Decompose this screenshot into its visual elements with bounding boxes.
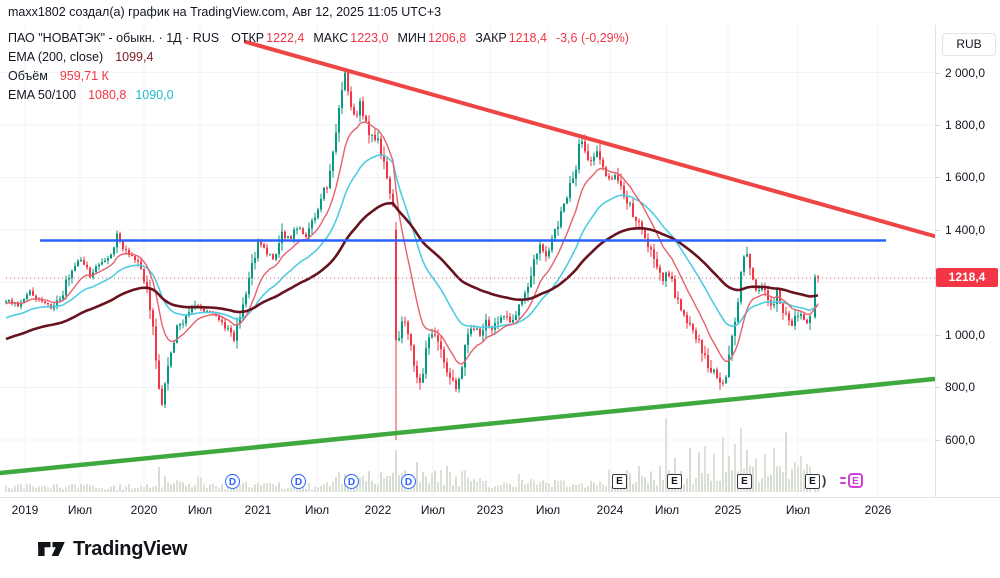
- dividend-marker[interactable]: D: [291, 474, 306, 489]
- time-axis-label: Июл: [785, 503, 811, 517]
- time-axis-label: 2025: [714, 503, 742, 517]
- tradingview-logo-icon: [38, 542, 65, 556]
- earnings-marker[interactable]: E: [612, 474, 627, 489]
- time-axis-label: 2021: [244, 503, 272, 517]
- chart-pane[interactable]: ПАО "НОВАТЭК" - обыкн. · 1Д · RUS ОТКР 122…: [0, 25, 935, 497]
- time-axis-label: Июл: [654, 503, 680, 517]
- change-value: -3,6 (-0,29%): [555, 31, 629, 45]
- legend-ema200-row: EMA (200, close) 1099,4: [8, 50, 162, 64]
- volume-value: 959,71 К: [59, 69, 109, 83]
- chart-canvas[interactable]: [0, 25, 935, 497]
- legend-symbol-row: ПАО "НОВАТЭК" - обыкн. · 1Д · RUS ОТКР 122…: [8, 31, 638, 45]
- price-axis-label: 1 400,0: [945, 222, 986, 237]
- ema100-value: 1090,0: [135, 88, 174, 102]
- earnings-marker[interactable]: E: [667, 474, 682, 489]
- time-axis-label: Июл: [304, 503, 330, 517]
- legend-ema50-100-row: EMA 50/100 1080,8 1090,0: [8, 88, 183, 102]
- ema200-label: EMA (200, close): [8, 50, 104, 64]
- upcoming-earnings-e-icon: E: [848, 473, 863, 488]
- low-label: МИН: [397, 31, 426, 45]
- price-axis-tick: [936, 439, 940, 441]
- price-axis-label: 1 600,0: [945, 170, 986, 185]
- price-axis-label: 1 000,0: [945, 327, 986, 342]
- symbol-title: ПАО "НОВАТЭК" - обыкн. · 1Д · RUS: [8, 31, 220, 45]
- close-label: ЗАКР: [475, 31, 507, 45]
- ema200-value: 1099,4: [115, 50, 154, 64]
- event-markers-layer: D D D D E E E E) E: [0, 25, 935, 497]
- low-value: 1206,8: [427, 31, 467, 45]
- price-axis[interactable]: 2 000,0 1 800,0 1 600,0 1 400,0 1 000,0 800,0…: [935, 25, 1000, 497]
- time-axis-label: 2019: [11, 503, 39, 517]
- time-axis-label: 2022: [364, 503, 392, 517]
- upcoming-earnings-marker[interactable]: E: [840, 473, 863, 488]
- time-axis-label: 2023: [476, 503, 504, 517]
- price-axis-label: 1 800,0: [945, 117, 986, 132]
- time-axis-label: Июл: [67, 503, 93, 517]
- high-label: МАКС: [313, 31, 349, 45]
- ema50-value: 1080,8: [88, 88, 127, 102]
- time-axis-label: Июл: [535, 503, 561, 517]
- price-axis-tick: [936, 177, 940, 179]
- time-axis-label: Июл: [187, 503, 213, 517]
- open-label: ОТКР: [231, 31, 265, 45]
- time-axis[interactable]: 2019 Июл 2020 Июл 2021 Июл 2022 Июл 2023 Июл 2024 И…: [0, 497, 1000, 521]
- tradingview-logo[interactable]: TradingView: [38, 538, 187, 561]
- dividend-marker[interactable]: D: [344, 474, 359, 489]
- earnings-marker[interactable]: E: [805, 474, 820, 489]
- time-axis-label: 2020: [130, 503, 158, 517]
- dividend-marker[interactable]: D: [225, 474, 240, 489]
- ema50-100-label: EMA 50/100: [8, 88, 77, 102]
- open-value: 1222,4: [266, 31, 305, 45]
- price-axis-label: 800,0: [945, 380, 976, 395]
- close-value: 1218,4: [508, 31, 547, 45]
- dividend-marker[interactable]: D: [401, 474, 416, 489]
- price-axis-tick: [936, 229, 940, 231]
- time-axis-label: 2026: [864, 503, 892, 517]
- price-axis-tick: [936, 72, 940, 74]
- price-axis-label: 2 000,0: [945, 65, 986, 80]
- earnings-marker[interactable]: E: [737, 474, 752, 489]
- price-axis-tick: [936, 387, 940, 389]
- price-axis-label: 600,0: [945, 432, 976, 447]
- high-value: 1223,0: [350, 31, 389, 45]
- last-price-badge: 1218,4: [936, 268, 998, 287]
- legend-volume-row: Объём 959,71 К: [8, 69, 118, 83]
- price-axis-tick: [936, 124, 940, 126]
- volume-label: Объём: [8, 69, 48, 83]
- tradingview-logo-text: TradingView: [73, 538, 188, 560]
- attribution-text: maxx1802 создал(а) график на TradingView…: [8, 5, 442, 19]
- time-axis-label: Июл: [420, 503, 446, 517]
- time-axis-label: 2024: [596, 503, 624, 517]
- price-axis-tick: [936, 334, 940, 336]
- currency-button[interactable]: RUB: [942, 33, 996, 56]
- upcoming-earnings-dashes-icon: [840, 477, 846, 484]
